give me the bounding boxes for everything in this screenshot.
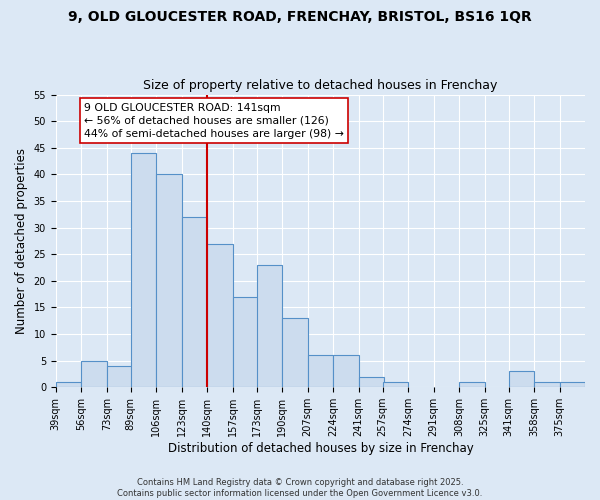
Bar	[308, 356, 333, 387]
Bar	[233, 297, 258, 387]
X-axis label: Distribution of detached houses by size in Frenchay: Distribution of detached houses by size …	[167, 442, 473, 455]
Bar	[207, 244, 233, 387]
Bar	[131, 153, 156, 387]
Y-axis label: Number of detached properties: Number of detached properties	[15, 148, 28, 334]
Bar	[156, 174, 182, 387]
Bar	[509, 372, 534, 387]
Bar	[56, 382, 81, 387]
Bar	[383, 382, 408, 387]
Bar	[81, 360, 107, 387]
Bar	[459, 382, 485, 387]
Title: Size of property relative to detached houses in Frenchay: Size of property relative to detached ho…	[143, 79, 497, 92]
Bar	[534, 382, 560, 387]
Bar	[333, 356, 359, 387]
Bar	[257, 265, 282, 387]
Text: 9, OLD GLOUCESTER ROAD, FRENCHAY, BRISTOL, BS16 1QR: 9, OLD GLOUCESTER ROAD, FRENCHAY, BRISTO…	[68, 10, 532, 24]
Text: Contains HM Land Registry data © Crown copyright and database right 2025.
Contai: Contains HM Land Registry data © Crown c…	[118, 478, 482, 498]
Bar	[182, 217, 207, 387]
Bar	[107, 366, 132, 387]
Text: 9 OLD GLOUCESTER ROAD: 141sqm
← 56% of detached houses are smaller (126)
44% of : 9 OLD GLOUCESTER ROAD: 141sqm ← 56% of d…	[84, 102, 344, 139]
Bar	[359, 376, 384, 387]
Bar	[282, 318, 308, 387]
Bar	[560, 382, 585, 387]
